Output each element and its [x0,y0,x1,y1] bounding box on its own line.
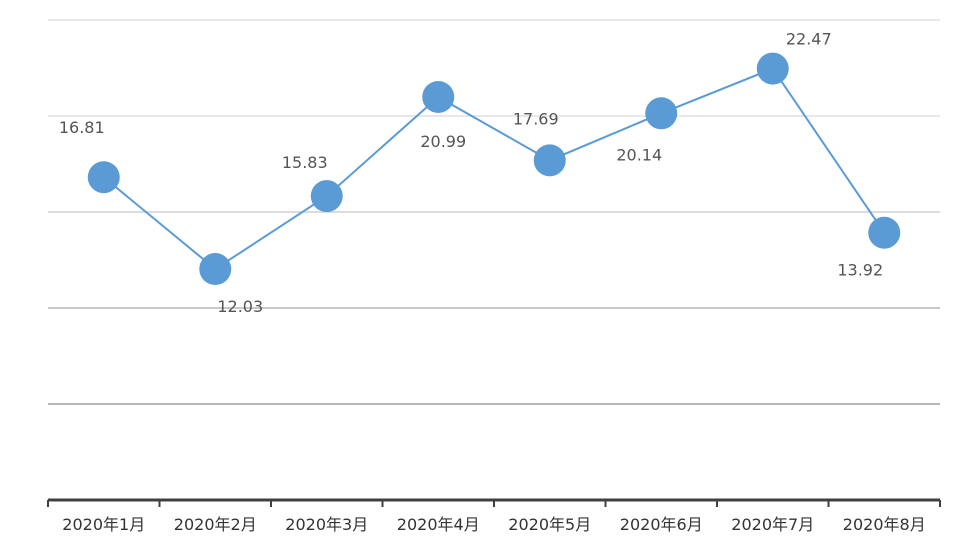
x-tick-label: 2020年6月 [620,515,703,534]
data-point-marker [533,144,566,177]
data-point-marker [422,80,455,113]
data-label: 13.92 [837,261,883,280]
data-point-marker [199,253,232,286]
x-tick-label: 2020年3月 [285,515,368,534]
data-point-marker [756,52,789,85]
data-point-marker [310,180,343,213]
data-label: 12.03 [217,297,263,316]
x-tick-label: 2020年1月 [62,515,145,534]
data-label: 20.99 [420,132,466,151]
x-tick-label: 2020年7月 [731,515,814,534]
series-line [103,67,886,271]
data-label: 15.83 [282,153,328,172]
x-tick-label: 2020年4月 [397,515,480,534]
data-label: 22.47 [786,30,832,49]
x-tick-labels: 2020年1月 2020年2月 2020年3月 2020年4月 2020年5月 2020年… [62,515,925,534]
series-line-group [87,52,901,286]
data-point-marker [868,216,901,249]
gridlines [48,19,940,405]
x-tick-label: 2020年8月 [843,515,926,534]
data-point-marker [645,97,678,130]
data-label: 16.81 [59,118,105,137]
x-tick-label: 2020年2月 [174,515,257,534]
data-label: 20.14 [616,145,662,164]
data-point-marker [87,161,120,194]
x-tick-label: 2020年5月 [508,515,591,534]
data-label: 17.69 [513,109,559,128]
x-axis [47,498,941,507]
data-labels: 16.81 12.03 15.83 20.99 17.69 20.14 22.47 13.92 [59,30,883,316]
